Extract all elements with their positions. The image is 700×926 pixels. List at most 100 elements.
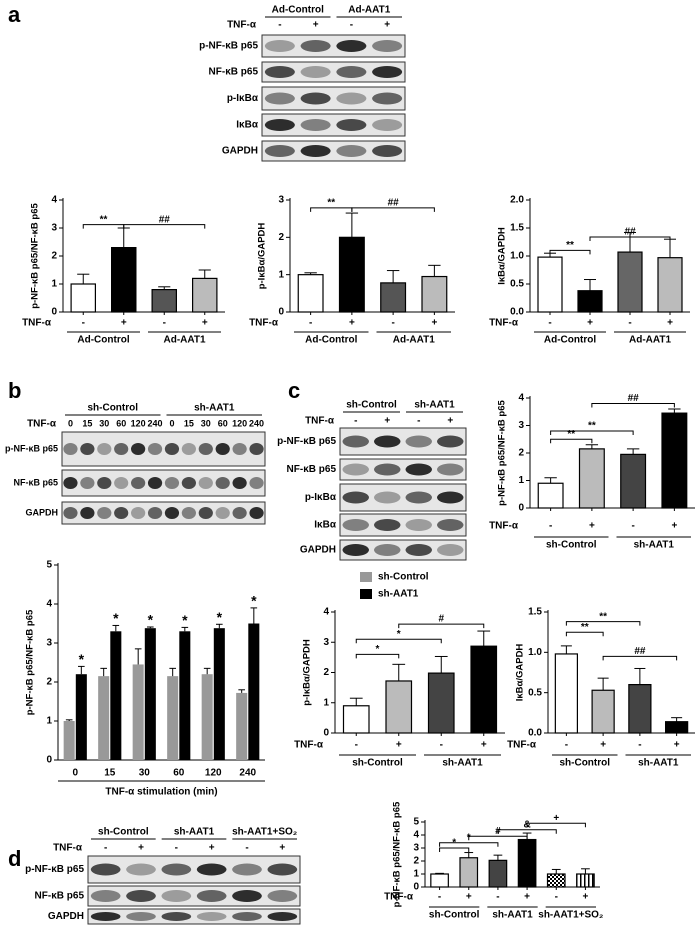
blot-band: [437, 463, 464, 476]
blot-band: [405, 519, 432, 531]
error-bar: [584, 279, 596, 291]
blot-group-label: sh-Control: [87, 403, 138, 414]
blot-row-label: GAPDH: [222, 146, 258, 157]
blot-band: [80, 507, 95, 519]
blot-band: [131, 507, 146, 519]
y-axis-label: p-IκBα/GAPDH: [302, 639, 313, 706]
x-tick-label: -: [309, 318, 312, 329]
y-tick-label: 1: [46, 716, 52, 727]
blot-band: [300, 92, 331, 105]
blot-row: [339, 513, 467, 537]
y-tick-label: 1.5: [510, 223, 524, 234]
blot-band: [342, 463, 369, 476]
error-bar: [435, 872, 444, 874]
blot-band: [164, 507, 180, 519]
bar: [75, 674, 87, 760]
blot-band: [196, 912, 227, 921]
y-tick-label: 0.5: [510, 279, 524, 290]
lane-label: +: [138, 843, 144, 854]
y-tick-label: 3: [51, 223, 57, 234]
x-tick-label: -: [631, 521, 634, 532]
significance-label: ##: [388, 197, 400, 208]
y-tick-label: 4: [323, 607, 329, 618]
bar: [577, 290, 603, 313]
blot-band: [264, 145, 295, 157]
blot-band: [342, 519, 369, 531]
error-bar: [477, 630, 491, 647]
bar: [98, 676, 110, 760]
blot-band: [437, 491, 464, 504]
blot-band: [342, 544, 369, 556]
blot-group-label: sh-AAT1: [194, 403, 235, 414]
blot-row: [261, 61, 406, 83]
error-bar: [345, 212, 359, 238]
lane-label: +: [313, 20, 319, 31]
significance-label: *: [376, 644, 380, 655]
bar: [554, 653, 578, 734]
error-bar: [581, 868, 590, 874]
blot-band: [126, 912, 156, 921]
significance-bracket: [589, 236, 671, 241]
error-bar: [203, 667, 211, 675]
error-bar: [560, 645, 572, 654]
significance-bracket: [602, 655, 678, 661]
x-tick-label: 240: [239, 768, 256, 779]
lane-label: 0: [169, 418, 174, 428]
blot-band: [232, 912, 262, 921]
lane-label: -: [175, 843, 178, 854]
blot-band: [181, 443, 196, 455]
significance-label: *: [148, 612, 154, 628]
error-bar: [626, 448, 640, 455]
treatment-label: TNF-α: [27, 419, 57, 430]
y-tick-label: 1.0: [528, 647, 542, 658]
legend-label: sh-Control: [378, 572, 429, 583]
blot-band: [131, 477, 146, 489]
blot-band: [437, 435, 464, 448]
bar: [657, 257, 683, 313]
blot-band: [300, 40, 331, 52]
bar: [201, 674, 213, 760]
blot-row-label: GAPDH: [300, 545, 336, 556]
blot-band: [90, 912, 121, 921]
group-label: sh-Control: [546, 540, 597, 551]
blot-band: [147, 507, 163, 519]
blot-band: [267, 863, 298, 876]
blot-band: [63, 477, 78, 489]
category-axis-label: TNF-α: [294, 740, 324, 751]
blot-row-label: NF-κB p65: [13, 477, 58, 487]
lane-label: 30: [99, 418, 109, 428]
blot-row-label: p-NF-κB p65: [199, 41, 258, 52]
blot-band: [215, 507, 230, 519]
blot-band: [249, 507, 264, 519]
blot-band: [232, 477, 247, 489]
lane-label: 0: [68, 418, 73, 428]
significance-label: *: [397, 629, 401, 640]
y-tick-label: 4: [518, 393, 524, 404]
bar: [459, 857, 479, 888]
group-label: Ad-Control: [544, 335, 596, 346]
bar: [110, 247, 137, 313]
blot-row: [261, 140, 406, 162]
blot-band: [80, 443, 95, 455]
group-label: sh-Control: [429, 910, 480, 921]
category-axis-label: TNF-α: [22, 318, 52, 329]
y-tick-label: 0: [46, 755, 52, 766]
bar: [421, 275, 448, 313]
y-axis-label: p-NF-κB p65/NF-κB p65: [25, 609, 36, 715]
group-label: sh-AAT1: [492, 910, 533, 921]
blot-band: [336, 66, 367, 78]
x-tick-label: +: [674, 740, 680, 751]
y-tick-label: 0: [278, 307, 284, 318]
significance-label: **: [588, 421, 596, 432]
group-label: sh-Control: [352, 758, 403, 769]
blot-row-label: NF-κB p65: [287, 464, 337, 475]
bar: [546, 873, 566, 888]
x-tick-label: +: [667, 318, 673, 329]
blot-row: [261, 34, 406, 58]
blot-band: [198, 443, 213, 455]
y-tick-label: 5: [413, 817, 419, 828]
blot-band: [126, 890, 156, 902]
blot-band: [232, 863, 262, 876]
y-tick-label: 2: [323, 667, 329, 678]
blot-row: [87, 855, 301, 884]
